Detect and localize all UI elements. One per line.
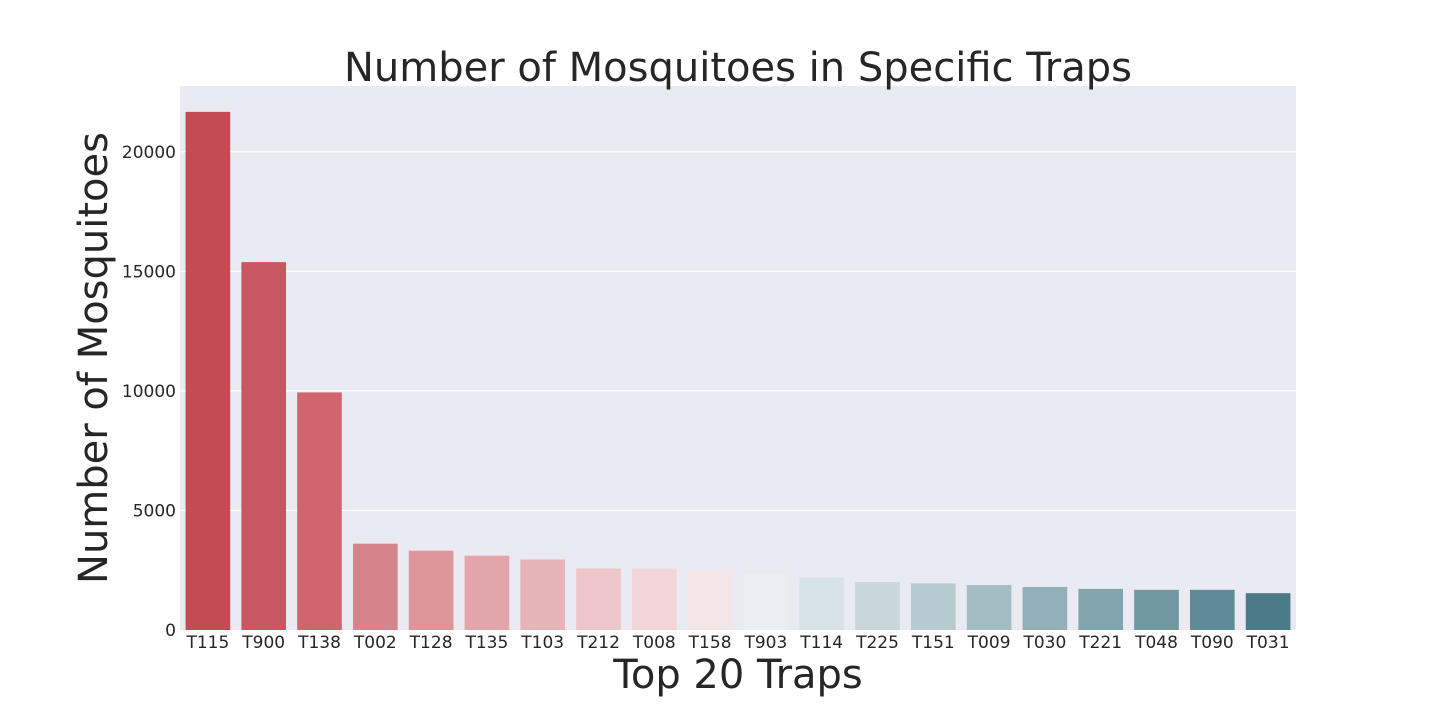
- bar-t002: [352, 543, 398, 630]
- y-axis-label: Number of Mosquitoes: [71, 132, 117, 584]
- bar-t135: [464, 555, 510, 630]
- bar-t158: [687, 569, 733, 630]
- bar-t009: [966, 585, 1012, 630]
- bar-t221: [1078, 588, 1124, 630]
- grid-lines: [180, 151, 1296, 512]
- x-tick-label: T009: [967, 633, 1011, 653]
- x-tick-label: T103: [520, 633, 564, 653]
- x-tick-label: T903: [743, 633, 787, 653]
- x-tick-labels: T115 T900 T138 T002 T128 T135 T103 T212 T008 T158…: [185, 633, 1289, 653]
- bar-t008: [631, 568, 677, 630]
- x-tick-label: T135: [464, 633, 508, 653]
- x-tick-label: T030: [1022, 633, 1066, 653]
- bar-t151: [910, 583, 956, 630]
- bar-t103: [520, 559, 566, 630]
- x-tick-label: T225: [855, 633, 899, 653]
- x-tick-label: T115: [185, 633, 229, 653]
- bar-t212: [576, 568, 621, 630]
- bar-t903: [743, 573, 789, 630]
- x-tick-label: T002: [353, 633, 397, 653]
- y-tick-label: 20000: [122, 143, 176, 163]
- x-tick-label: T158: [688, 633, 732, 653]
- bar-t900: [241, 262, 287, 630]
- x-tick-label: T008: [632, 633, 676, 653]
- y-tick-label: 15000: [122, 262, 176, 282]
- x-axis-label: Top 20 Traps: [612, 652, 863, 698]
- x-tick-label: T128: [409, 633, 453, 653]
- y-tick-labels: 0 5000 10000 15000 20000: [122, 143, 176, 641]
- chart-title: Number of Mosquitoes in Specific Traps: [344, 45, 1132, 91]
- y-tick-label: 10000: [122, 382, 176, 402]
- x-tick-label: T138: [297, 633, 341, 653]
- x-tick-label: T221: [1078, 633, 1122, 653]
- x-tick-label: T900: [241, 633, 285, 653]
- bar-t114: [799, 577, 845, 630]
- x-tick-label: T090: [1190, 633, 1234, 653]
- bar-t031: [1245, 593, 1291, 630]
- bar-t090: [1189, 589, 1235, 630]
- bar-t030: [1022, 586, 1068, 630]
- y-tick-label: 0: [165, 621, 176, 641]
- bars: [185, 111, 1291, 631]
- bar-t138: [297, 392, 342, 630]
- y-tick-label: 5000: [133, 501, 176, 521]
- plot-area: [180, 86, 1296, 630]
- x-tick-label: T114: [799, 633, 843, 653]
- bar-t048: [1134, 589, 1179, 630]
- bar-t225: [855, 582, 900, 630]
- x-tick-label: T212: [576, 633, 620, 653]
- bar-t128: [408, 550, 454, 630]
- x-tick-label: T031: [1246, 633, 1290, 653]
- x-tick-label: T151: [911, 633, 955, 653]
- x-tick-label: T048: [1134, 633, 1178, 653]
- bar-t115: [185, 111, 231, 631]
